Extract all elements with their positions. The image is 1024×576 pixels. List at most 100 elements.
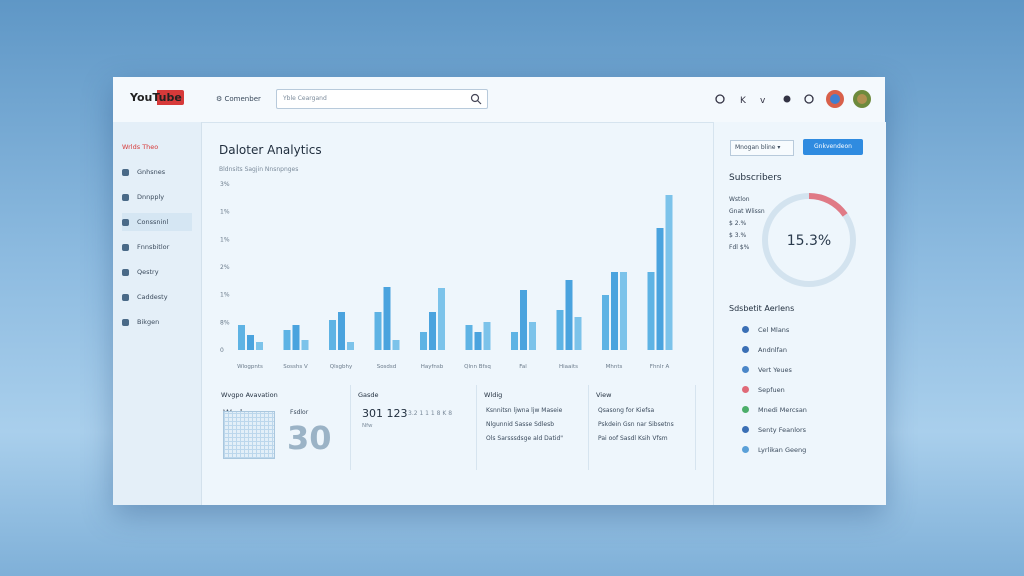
icon[interactable]: [804, 94, 814, 104]
x-tick-label: Hiaaits: [559, 364, 578, 370]
search-box[interactable]: Yble Ceargand: [276, 89, 488, 109]
dropdown[interactable]: Mnogan bline ▾: [730, 140, 794, 156]
bar: [665, 195, 673, 350]
icon[interactable]: [783, 95, 791, 103]
bar: [438, 288, 445, 350]
x-tick-label: Wlogpnts: [237, 364, 263, 370]
subscriber-line: $ 3.%: [729, 232, 747, 239]
sidebar-icon: [122, 318, 129, 326]
sidebar-label: Bikgen: [137, 318, 160, 326]
card-title: View: [596, 391, 612, 399]
nav-link[interactable]: ⚙ Comenber: [216, 95, 261, 103]
bar: [347, 342, 354, 350]
sidebar-icon: [122, 243, 129, 251]
card-title: Wvgpo Avavation: [221, 391, 278, 399]
bar: [374, 312, 382, 350]
sidebar-item[interactable]: Dnnpply: [122, 188, 192, 206]
x-tick-label: Qlnn Bfsq: [464, 364, 491, 370]
y-tick-label: 2%: [220, 264, 230, 271]
sidebar-icon: [122, 293, 129, 301]
sidebar-icon: [122, 268, 129, 276]
icon[interactable]: K: [740, 96, 747, 106]
action-dot: [742, 426, 749, 433]
card-note: Fsdlor: [290, 409, 309, 416]
card: Wvgpo AvavationWrshFsdlor30: [215, 385, 351, 470]
y-tick-label: 0: [220, 347, 224, 354]
action-dot: [742, 386, 749, 393]
bar: [556, 310, 564, 350]
bar: [565, 280, 573, 350]
card-line: Pskdein Gsn nar Sibsetns: [598, 421, 674, 428]
button[interactable]: Gnkvendeon: [803, 139, 863, 155]
sidebar: [113, 122, 202, 505]
sidebar-item[interactable]: Fnnsbitlor: [122, 238, 192, 256]
sidebar-label: Wrlds Theo: [122, 143, 159, 151]
action-label[interactable]: Cel Mlans: [758, 326, 790, 334]
card-line: Ksnnitsn ljwna ljw Maseie: [486, 407, 563, 414]
donut-arc: [762, 193, 856, 287]
right-panel: [713, 122, 886, 505]
action-label[interactable]: Andnlfan: [758, 346, 788, 354]
action-label[interactable]: Lyrlikan Geeng: [758, 446, 807, 454]
bar: [620, 272, 627, 350]
donut-label: 15.3%: [787, 233, 831, 249]
bar: [483, 322, 491, 350]
card-line: Qsasong for Kiefsa: [598, 407, 655, 414]
bar: [392, 340, 400, 350]
y-tick-label: 8%: [220, 319, 230, 326]
action-dot: [742, 326, 749, 333]
action-dot: [742, 406, 749, 413]
bar: [647, 272, 655, 350]
bar: [292, 325, 300, 350]
card-note: 3.2 1 1 1 8 K 8: [408, 410, 453, 417]
bar: [338, 312, 345, 350]
bar: [520, 290, 527, 350]
x-tick-label: Sosdsd: [377, 364, 397, 370]
card-label: Nfw: [362, 423, 373, 429]
bar: [656, 228, 664, 350]
bar: [465, 325, 473, 350]
x-tick-label: Mhnts: [606, 364, 623, 370]
bar: [529, 322, 536, 350]
action-dot: [742, 366, 749, 373]
action-label[interactable]: Senty Feanlors: [758, 426, 807, 434]
bar: [329, 320, 336, 350]
action-label[interactable]: Vert Yeues: [758, 366, 792, 374]
bar: [256, 342, 263, 350]
card: View Qsasong for Kiefsa Pskdein Gsn nar Si…: [590, 385, 696, 470]
x-tick-label: Fhnlr A: [650, 364, 670, 370]
actions-title: Sdsbetit Aerlens: [729, 304, 795, 313]
icon[interactable]: [715, 94, 725, 104]
card: Gasde 301 123 3.2 1 1 1 8 K 8 Nfw: [352, 385, 477, 470]
sidebar-label: Gnhsnes: [137, 168, 166, 176]
header: [113, 77, 885, 123]
sidebar-item[interactable]: Gnhsnes: [122, 163, 192, 181]
card: Wldig Ksnnitsn ljwna ljw Maseie Nlgunnid S…: [478, 385, 589, 470]
sidebar-item[interactable]: Wrlds Theo: [122, 138, 192, 156]
card-big: 30: [287, 419, 332, 457]
bar: [611, 272, 618, 350]
action-label[interactable]: Sepfuen: [758, 386, 785, 394]
header-icons: K v: [715, 90, 871, 108]
card-line: Pai oof Sasdl Ksih Vfsm: [598, 435, 668, 442]
page-subtitle: Bldnsits Sagjin Nnsnpnges: [219, 166, 299, 173]
card-title: Wldig: [484, 391, 503, 399]
sidebar-item[interactable]: Conssninl: [122, 213, 192, 231]
sidebar-item[interactable]: Caddesty: [122, 288, 192, 306]
sidebar-item[interactable]: Qestry: [122, 263, 192, 281]
sidebar-item[interactable]: Bikgen: [122, 313, 192, 331]
sidebar-label: Dnnpply: [137, 193, 165, 201]
donut: 15.3%: [762, 193, 856, 287]
subscriber-line: Wstlon: [729, 196, 750, 203]
bar: [574, 317, 582, 350]
sidebar-label: Qestry: [137, 268, 159, 276]
action-label[interactable]: Mnedi Mercsan: [758, 406, 807, 414]
card-big: 301 123: [362, 407, 408, 420]
logo[interactable]: YouTube: [128, 90, 184, 105]
subscriber-line: Gnat Wlissn: [729, 208, 765, 215]
icon[interactable]: v: [760, 96, 766, 106]
card-line: Nlgunnid Sasse Sdlesb: [486, 421, 555, 428]
y-tick-label: 1%: [220, 292, 230, 299]
action-dot: [742, 346, 749, 353]
